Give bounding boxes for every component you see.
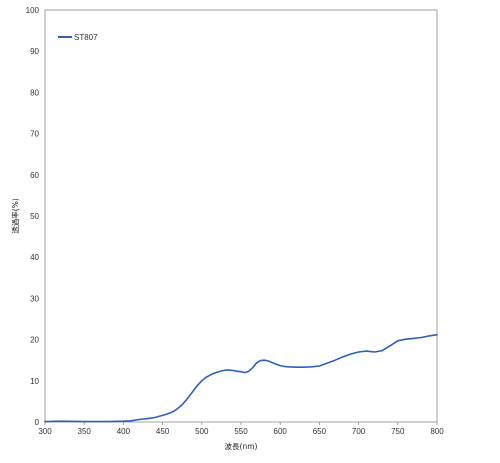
y-tick-label: 60 bbox=[30, 171, 39, 180]
y-tick-label: 0 bbox=[35, 418, 40, 427]
x-tick-label: 300 bbox=[38, 427, 52, 436]
x-tick-label: 700 bbox=[352, 427, 366, 436]
y-tick-label: 100 bbox=[26, 6, 40, 15]
x-tick-label: 500 bbox=[195, 427, 209, 436]
x-tick-label: 650 bbox=[313, 427, 327, 436]
y-tick-label: 30 bbox=[30, 294, 39, 303]
y-tick-label: 40 bbox=[30, 253, 39, 262]
x-tick-label: 800 bbox=[430, 427, 444, 436]
series-line-st807 bbox=[44, 333, 438, 423]
y-tick-label: 70 bbox=[30, 130, 39, 139]
plot-frame bbox=[44, 9, 438, 423]
y-tick-label: 90 bbox=[30, 47, 39, 56]
legend-label-st807: ST807 bbox=[74, 33, 98, 42]
x-tick-label: 350 bbox=[78, 427, 92, 436]
plot-area bbox=[44, 9, 438, 423]
series-layer bbox=[44, 333, 438, 423]
y-tick-label: 20 bbox=[30, 336, 39, 345]
x-axis-ticks: 300 350 400 450 500 550 600 650 700 750 800 bbox=[38, 422, 444, 436]
y-axis-label: 透過率(%) bbox=[10, 198, 20, 234]
y-axis-ticks: 0 10 20 30 40 50 60 70 80 90 100 bbox=[26, 6, 40, 427]
y-tick-label: 10 bbox=[30, 377, 39, 386]
x-tick-label: 450 bbox=[156, 427, 170, 436]
y-tick-label: 80 bbox=[30, 88, 39, 97]
x-tick-label: 550 bbox=[234, 427, 248, 436]
x-tick-label: 750 bbox=[391, 427, 405, 436]
x-axis-label: 波長(nm) bbox=[225, 441, 258, 451]
legend: ST807 bbox=[58, 33, 98, 42]
x-tick-label: 400 bbox=[117, 427, 131, 436]
y-tick-label: 50 bbox=[30, 212, 39, 221]
x-tick-label: 600 bbox=[274, 427, 288, 436]
